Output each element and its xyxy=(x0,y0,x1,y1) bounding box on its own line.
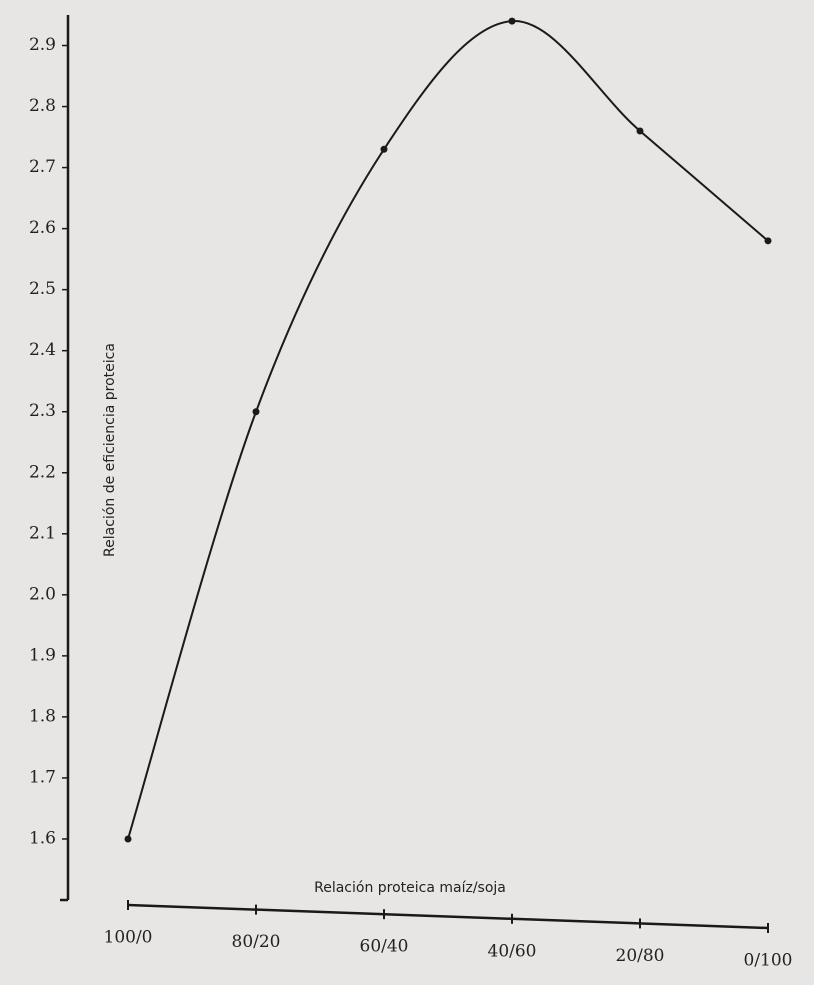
x-axis-label: Relación proteica maíz/soja xyxy=(314,880,506,896)
y-tick-label: 2.0 xyxy=(29,584,56,604)
x-tick-label: 0/100 xyxy=(744,951,793,971)
y-tick-label: 2.2 xyxy=(29,462,56,482)
y-tick-label: 1.9 xyxy=(29,645,56,665)
y-tick-label: 2.9 xyxy=(29,35,56,55)
x-tick-label: 80/20 xyxy=(232,932,281,952)
y-tick-label: 2.4 xyxy=(29,340,56,360)
x-tick-label: 20/80 xyxy=(616,946,665,966)
x-tick-label: 100/0 xyxy=(104,928,153,948)
y-tick-label: 2.6 xyxy=(29,218,56,238)
y-axis-label: Relación de eficiencia proteica xyxy=(102,343,118,557)
data-point xyxy=(765,237,772,244)
y-tick-label: 2.8 xyxy=(29,96,56,116)
y-tick-label: 1.6 xyxy=(29,828,56,848)
data-point xyxy=(509,18,516,25)
y-tick-label: 2.7 xyxy=(29,157,56,177)
y-tick-label: 2.3 xyxy=(29,401,56,421)
data-point xyxy=(253,408,260,415)
data-point xyxy=(125,835,132,842)
y-tick-label: 1.7 xyxy=(29,767,56,787)
y-tick-label: 2.5 xyxy=(29,279,56,299)
y-tick-label: 2.1 xyxy=(29,523,56,543)
chart: Relación proteica maíz/soja Relación de … xyxy=(0,0,814,985)
page: {"chart_data": {"type": "line", "x_label… xyxy=(0,0,814,985)
x-tick-label: 40/60 xyxy=(488,941,537,961)
x-tick-label: 60/40 xyxy=(360,937,409,957)
data-point xyxy=(637,127,644,134)
y-tick-label: 1.8 xyxy=(29,706,56,726)
background xyxy=(0,0,814,985)
data-point xyxy=(381,146,388,153)
